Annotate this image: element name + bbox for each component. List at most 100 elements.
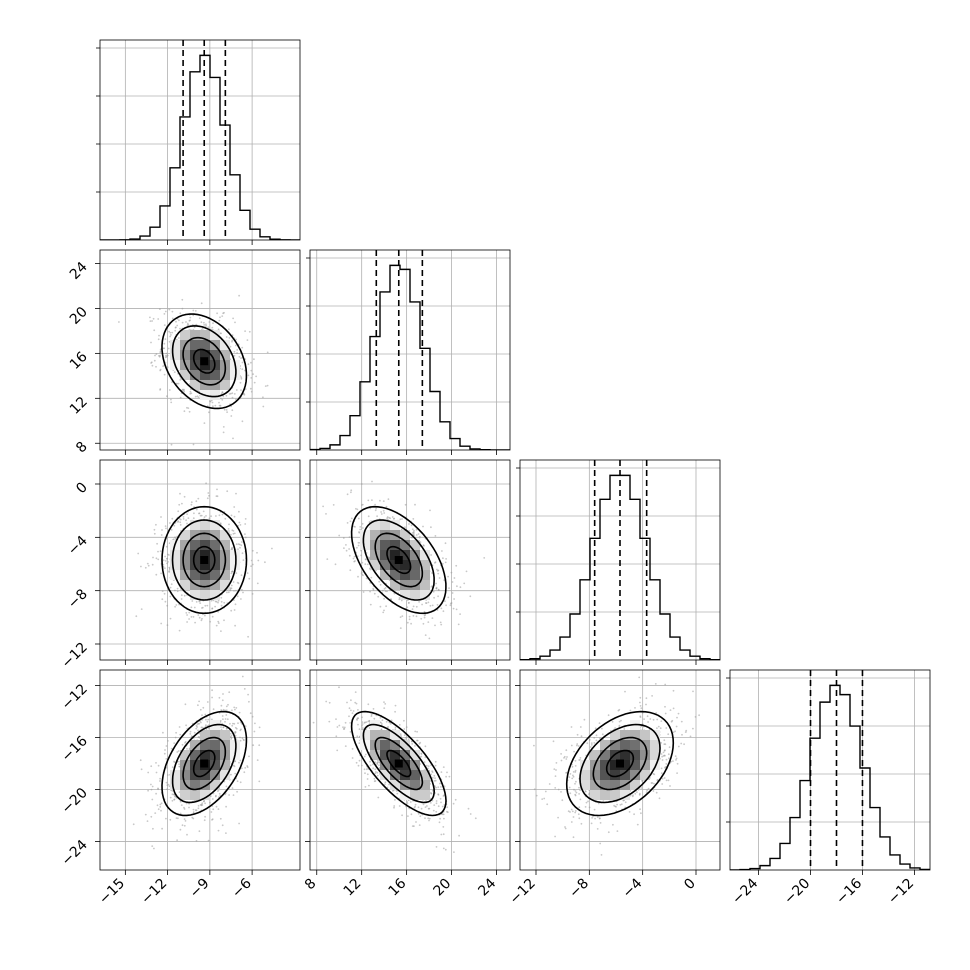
scatter-point	[359, 526, 362, 528]
scatter-point	[356, 719, 358, 721]
scatter-point	[167, 561, 169, 563]
scatter-point	[246, 339, 249, 341]
scatter-point	[184, 742, 186, 744]
scatter-point	[247, 374, 250, 377]
scatter-point	[175, 731, 178, 734]
scatter-point	[209, 620, 212, 623]
scatter-point	[250, 369, 253, 372]
scatter-point	[386, 590, 388, 593]
density-cell	[420, 590, 430, 600]
scatter-point	[197, 704, 199, 707]
scatter-point	[176, 590, 179, 593]
scatter-point	[361, 561, 364, 564]
scatter-point	[192, 443, 195, 446]
scatter-point	[178, 629, 181, 632]
scatter-point	[202, 706, 205, 709]
scatter-point	[137, 552, 140, 555]
scatter-point	[246, 765, 249, 767]
scatter-point	[181, 321, 184, 324]
scatter-point	[645, 697, 648, 700]
scatter-point	[222, 708, 225, 711]
scatter-point	[209, 795, 212, 798]
density-cell	[220, 540, 230, 550]
y-tick-label: −4	[65, 533, 91, 559]
scatter-point	[350, 489, 353, 492]
contour-line	[171, 723, 237, 804]
density-cell	[410, 540, 420, 550]
density-cell	[220, 570, 230, 580]
scatter-point	[201, 802, 204, 805]
scatter-point	[169, 617, 172, 620]
scatter-point	[140, 768, 143, 771]
scatter-panel-3-1: 8 12 16 20 24	[302, 670, 510, 899]
scatter-point	[432, 590, 435, 593]
scatter-point	[187, 407, 190, 409]
scatter-point	[369, 590, 371, 593]
scatter-point	[203, 819, 206, 822]
scatter-point	[220, 332, 223, 335]
scatter-point	[248, 755, 250, 758]
scatter-point	[153, 359, 156, 362]
scatter-point	[393, 517, 396, 520]
histogram-panel-1	[306, 250, 510, 455]
scatter-point	[428, 817, 431, 820]
density-cell	[390, 740, 400, 750]
scatter-point	[433, 774, 436, 777]
scatter-point	[216, 312, 219, 315]
scatter-point	[177, 510, 180, 513]
scatter-point	[348, 536, 351, 538]
scatter-point	[244, 533, 246, 535]
scatter-point	[227, 328, 230, 331]
scatter-point	[591, 817, 593, 819]
scatter-point	[186, 406, 188, 409]
scatter-point	[203, 324, 206, 326]
scatter-point	[452, 802, 455, 805]
scatter-point	[647, 721, 649, 723]
scatter-point	[165, 354, 167, 357]
scatter-point	[449, 604, 452, 607]
scatter-point	[414, 745, 416, 747]
scatter-point	[244, 725, 247, 727]
scatter-point	[205, 323, 207, 326]
scatter-point	[424, 613, 427, 616]
scatter-point	[165, 545, 168, 548]
scatter-point	[349, 722, 352, 724]
contours	[350, 710, 447, 817]
density-cell	[200, 790, 210, 800]
scatter-point	[166, 784, 169, 787]
density-cell	[410, 750, 420, 760]
scatter-point	[403, 728, 406, 730]
scatter-point	[407, 602, 410, 604]
scatter-point	[218, 696, 221, 699]
density-cell	[180, 550, 190, 560]
scatter-point	[574, 765, 577, 767]
scatter-point	[431, 789, 434, 792]
scatter-point	[437, 805, 440, 808]
scatter-point	[312, 721, 315, 724]
scatter-point	[190, 606, 193, 609]
scatter-point	[201, 617, 203, 620]
scatter-point	[667, 733, 670, 736]
scatter-point	[379, 499, 381, 502]
scatter-point	[406, 606, 409, 609]
scatter-point	[361, 721, 364, 723]
scatter-point	[252, 373, 255, 375]
scatter-point	[424, 756, 427, 759]
scatter-point	[159, 780, 161, 782]
scatter-point	[401, 814, 403, 817]
scatter-point	[404, 526, 406, 529]
scatter-panel-2-0: −12−8−40	[59, 460, 300, 672]
density-cell	[380, 750, 390, 760]
scatter-point	[212, 708, 215, 711]
scatter-point	[251, 593, 254, 595]
scatter-point	[427, 765, 430, 767]
density-cell	[210, 520, 220, 530]
scatter-point	[223, 601, 226, 604]
scatter-point	[240, 544, 243, 547]
x-tick-label: −15	[96, 876, 128, 908]
scatter-point	[423, 761, 426, 763]
scatter-point	[157, 550, 159, 553]
scatter-point	[197, 497, 200, 500]
scatter-point	[226, 591, 228, 594]
scatter-point	[173, 371, 176, 373]
